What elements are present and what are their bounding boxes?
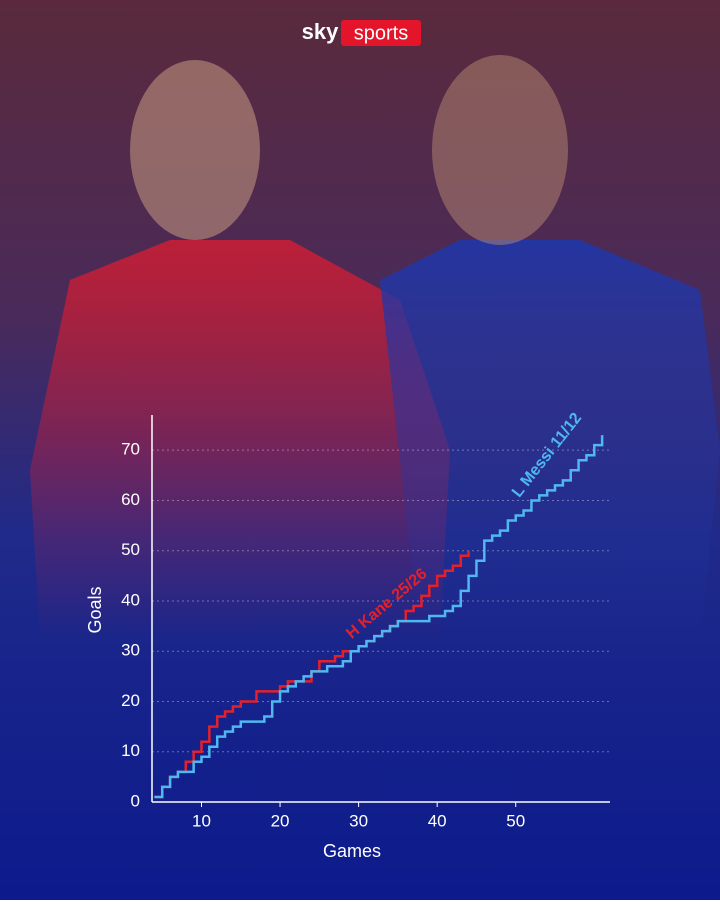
player-left-head	[130, 60, 260, 240]
player-right-shirt	[380, 240, 720, 640]
series-line	[154, 550, 470, 799]
x-tick-label: 10	[192, 811, 211, 830]
y-tick-label: 60	[121, 490, 140, 509]
brand-badge-bg	[341, 20, 421, 46]
y-tick-label: 20	[121, 691, 140, 710]
brand: sky	[302, 19, 339, 44]
x-axis-label: Games	[323, 841, 381, 861]
player-right-head	[432, 55, 568, 245]
y-tick-label: 50	[121, 540, 140, 559]
y-tick-label: 40	[121, 590, 140, 609]
y-tick-label: 70	[121, 440, 140, 459]
x-tick-label: 50	[506, 811, 525, 830]
y-tick-label: 30	[121, 641, 140, 660]
y-tick-label: 0	[131, 791, 140, 810]
x-tick-label: 20	[271, 811, 290, 830]
x-tick-label: 30	[349, 811, 368, 830]
y-axis-label: Goals	[85, 586, 105, 633]
brand-badge: sports	[354, 22, 408, 44]
x-tick-label: 40	[428, 811, 447, 830]
player-left-shirt	[30, 240, 450, 640]
series-line	[154, 435, 604, 799]
y-tick-label: 10	[121, 741, 140, 760]
